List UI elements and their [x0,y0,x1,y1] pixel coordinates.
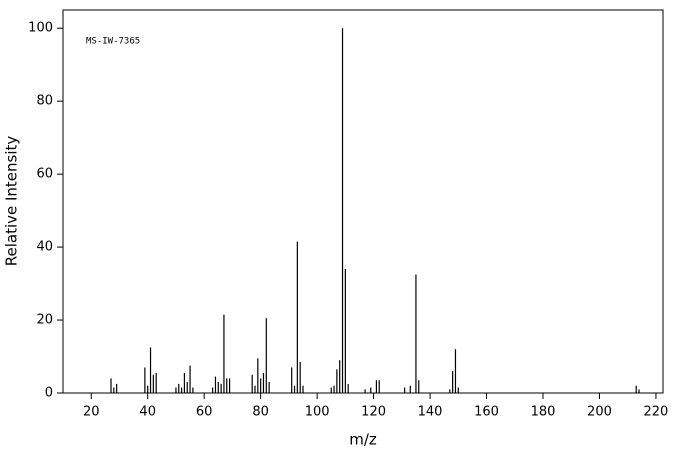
y-tick-label: 40 [36,240,53,255]
x-tick-label: 160 [474,405,499,420]
y-tick-label: 80 [36,94,53,109]
x-tick-label: 80 [252,405,269,420]
x-tick-label: 200 [587,405,612,420]
x-tick-label: 40 [139,405,156,420]
y-tick-label: 0 [45,386,53,401]
x-tick-label: 100 [305,405,330,420]
annotation: MS-IW-7365 [86,37,140,47]
y-tick-label: 20 [36,313,53,328]
x-tick-label: 120 [361,405,386,420]
y-tick-label: 60 [36,167,53,182]
x-axis-label: m/z [349,431,377,449]
x-tick-label: 20 [83,405,100,420]
y-tick-label: 100 [28,21,53,36]
plot-frame [62,9,664,394]
x-tick-label: 60 [196,405,213,420]
x-tick-label: 180 [531,405,556,420]
y-axis-label: Relative Intensity [3,136,21,267]
x-tick-label: 220 [644,405,669,420]
x-tick-label: 140 [418,405,443,420]
